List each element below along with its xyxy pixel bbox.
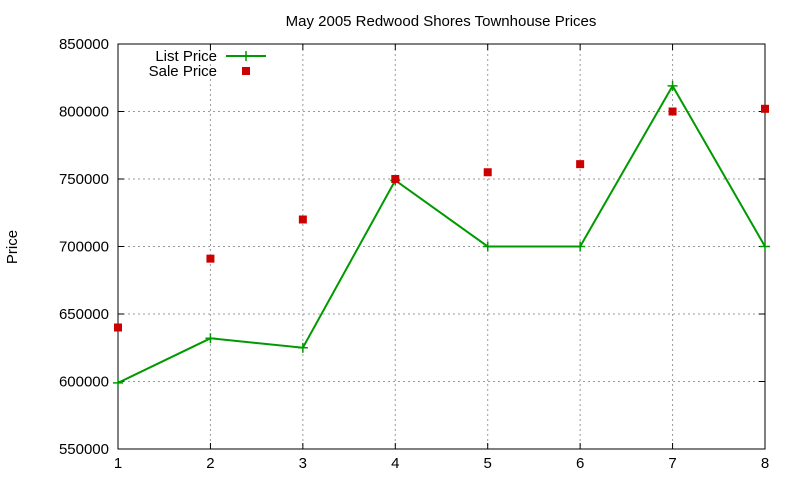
x-tick-label: 1 <box>114 455 122 472</box>
data-point-sale-price <box>668 107 677 116</box>
y-tick-label: 750000 <box>59 171 109 188</box>
y-axis-label: Price <box>4 230 21 264</box>
series-layer <box>113 80 770 388</box>
data-point-list-price <box>297 342 308 353</box>
x-tick-label: 5 <box>484 455 492 472</box>
data-point-sale-price <box>483 168 492 177</box>
y-tick-label: 550000 <box>59 441 109 458</box>
plot-frame <box>117 43 766 450</box>
data-point-list-price <box>575 241 586 252</box>
data-point-sale-price <box>206 254 215 263</box>
data-point-sale-price <box>114 323 122 332</box>
y-tick-label: 650000 <box>59 306 109 323</box>
legend-marker-list-price <box>241 51 251 61</box>
data-point-list-price <box>482 241 493 252</box>
data-point-sale-price <box>391 175 400 183</box>
y-tick-label: 850000 <box>59 36 109 53</box>
data-point-list-price <box>760 241 770 252</box>
legend-label-sale-price: Sale Price <box>149 63 217 80</box>
data-point-list-price <box>113 377 123 388</box>
legend-label-list-price: List Price <box>155 48 217 65</box>
legend: List Price Sale Price <box>149 48 266 80</box>
data-point-list-price <box>667 80 678 91</box>
y-tick-label: 800000 <box>59 104 109 121</box>
x-tick-label: 8 <box>761 455 769 472</box>
chart-title: May 2005 Redwood Shores Townhouse Prices <box>286 13 597 30</box>
x-tick-label: 6 <box>576 455 584 472</box>
series-line-list-price <box>117 83 766 384</box>
x-tick-label: 4 <box>391 455 399 472</box>
data-point-sale-price <box>298 215 307 224</box>
data-point-list-price <box>205 333 216 344</box>
grid <box>118 44 765 449</box>
y-tick-label: 600000 <box>59 374 109 391</box>
y-tick-label: 700000 <box>59 239 109 256</box>
legend-marker-sale-price <box>242 67 250 75</box>
x-tick-label: 3 <box>299 455 307 472</box>
data-point-sale-price <box>576 160 585 169</box>
x-tick-label: 2 <box>206 455 214 472</box>
x-tick-label: 7 <box>668 455 676 472</box>
data-point-sale-price <box>761 104 769 113</box>
